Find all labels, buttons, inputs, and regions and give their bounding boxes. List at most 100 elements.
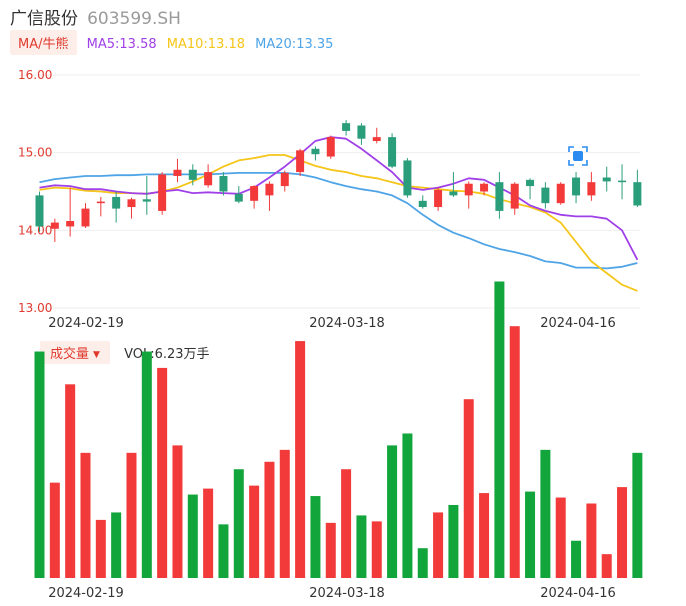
- candle-body: [587, 182, 596, 196]
- candle-body: [449, 191, 458, 196]
- volume-bar: [509, 326, 520, 578]
- volume-bar: [249, 485, 260, 578]
- candle: [633, 169, 642, 208]
- candle: [434, 187, 443, 211]
- candle-body: [112, 196, 121, 209]
- candle-body: [572, 177, 581, 196]
- candle-body: [526, 179, 535, 187]
- x-date-label: 2024-04-16: [540, 316, 616, 331]
- candle: [572, 172, 581, 204]
- candle-body: [188, 169, 197, 180]
- candle: [265, 181, 274, 211]
- candle-body: [633, 182, 642, 206]
- volume-bar: [49, 482, 60, 578]
- candle: [127, 197, 136, 219]
- volume-bar: [325, 522, 336, 578]
- volume-bar: [479, 493, 490, 578]
- candle-body: [173, 169, 182, 176]
- ma-toggle-button[interactable]: MA/牛熊: [10, 30, 77, 55]
- x-date-label: 2024-02-19: [48, 316, 124, 331]
- volume-bar: [387, 445, 398, 578]
- volume-bar: [218, 524, 229, 578]
- ma20-line: [39, 171, 638, 270]
- volume-bar: [433, 512, 444, 578]
- stock-code: 603599.SH: [87, 9, 181, 29]
- candle: [342, 120, 351, 136]
- candle-body: [158, 174, 167, 211]
- y-tick-label: 14.00: [18, 223, 52, 237]
- scan-icon[interactable]: [568, 146, 588, 166]
- candle: [556, 182, 565, 205]
- candle-body: [311, 148, 320, 155]
- candle-body: [418, 200, 427, 208]
- candle-body: [50, 222, 59, 229]
- candle-body: [434, 189, 443, 208]
- candle-body: [66, 221, 75, 227]
- candle: [204, 164, 213, 188]
- volume-legend: 成交量 ▼ VOL:6.23万手: [40, 341, 210, 364]
- volume-bar: [555, 497, 566, 578]
- candle: [142, 175, 151, 215]
- candle: [188, 164, 197, 186]
- candle-body: [326, 137, 335, 157]
- candle: [112, 191, 121, 223]
- volume-toggle-label: 成交量: [50, 347, 90, 362]
- ma10-label: MA10:13.18: [166, 37, 246, 52]
- candle: [234, 186, 243, 204]
- volume-bar: [233, 469, 244, 578]
- candle: [388, 133, 397, 169]
- candle: [602, 166, 611, 192]
- candle: [464, 181, 473, 209]
- ma-legend: MA/牛熊 MA5:13.58 MA10:13.18 MA20:13.35: [10, 30, 334, 55]
- stock-name: 广信股份: [10, 9, 78, 29]
- candle: [587, 172, 596, 201]
- candle-body: [495, 182, 504, 211]
- volume-bar: [341, 469, 352, 578]
- candle: [357, 123, 366, 145]
- candle: [618, 164, 627, 200]
- volume-bar: [356, 515, 367, 578]
- candles: [35, 120, 642, 242]
- candle-body: [541, 187, 550, 204]
- candle-body: [342, 123, 351, 131]
- candle-body: [204, 172, 213, 186]
- volume-bar: [371, 521, 382, 578]
- candle-body: [464, 183, 473, 196]
- candle-body: [510, 183, 519, 209]
- candle: [526, 178, 535, 200]
- candle-body: [142, 199, 151, 202]
- candle-body: [556, 183, 565, 204]
- candle: [403, 158, 412, 198]
- candle-body: [250, 186, 259, 201]
- candle-body: [35, 195, 44, 227]
- x-date-label: 2024-02-19: [48, 586, 124, 601]
- candle-body: [372, 137, 381, 142]
- volume-bars: [34, 281, 643, 578]
- candle: [219, 172, 228, 196]
- stock-header: 广信股份 603599.SH: [10, 4, 181, 29]
- candle-body: [219, 175, 228, 192]
- ma-lines: [39, 136, 639, 292]
- volume-toggle-button[interactable]: 成交量 ▼: [40, 341, 110, 364]
- volume-bar: [525, 491, 536, 578]
- x-date-label: 2024-04-16: [540, 586, 616, 601]
- candle-body: [602, 177, 611, 182]
- volume-bar: [172, 445, 183, 578]
- candle: [418, 195, 427, 209]
- candle: [280, 170, 289, 192]
- volume-bar: [601, 554, 612, 578]
- price-date-labels: 2024-02-19 2024-03-18 2024-04-16: [48, 316, 616, 331]
- volume-bar: [111, 512, 122, 578]
- candle: [50, 218, 59, 242]
- y-tick-label: 15.00: [18, 146, 52, 160]
- ma5-line: [39, 136, 639, 261]
- candle-body: [403, 160, 412, 196]
- volume-bar: [310, 496, 321, 578]
- ma20-label: MA20:13.35: [255, 37, 334, 52]
- candle: [66, 187, 75, 237]
- volume-date-labels: 2024-02-19 2024-03-18 2024-04-16: [48, 586, 616, 601]
- candle-body: [480, 183, 489, 192]
- candle-body: [618, 180, 627, 183]
- candle: [326, 135, 335, 159]
